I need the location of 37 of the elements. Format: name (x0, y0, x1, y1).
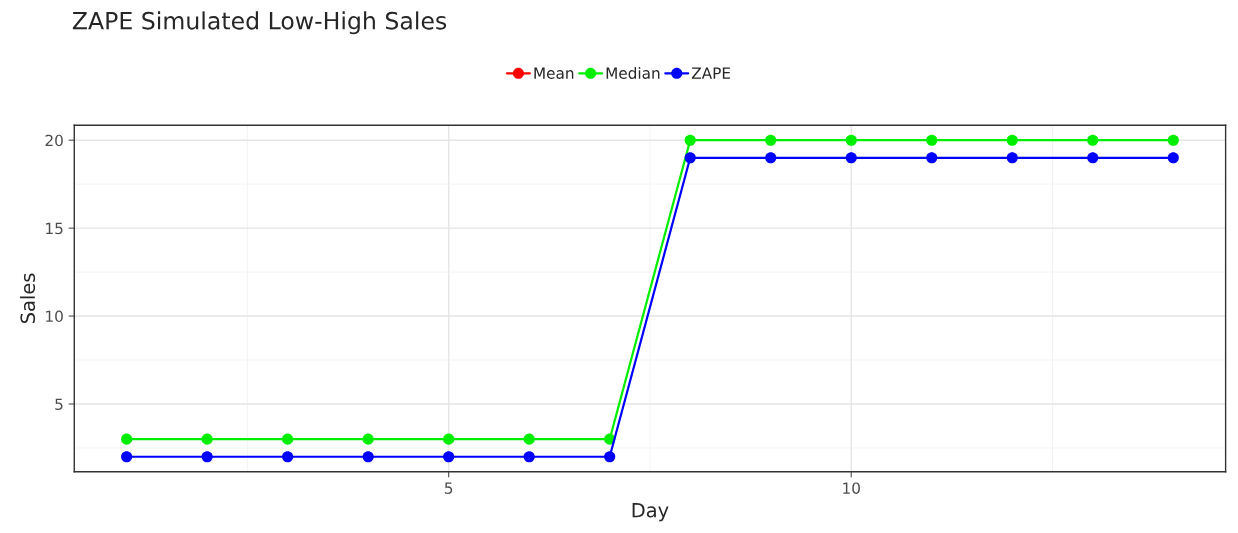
point (845, 152, 857, 164)
legend-label: ZAPE (691, 67, 731, 79)
point (362, 451, 374, 463)
point (1087, 134, 1099, 146)
point (684, 152, 696, 164)
point (523, 433, 535, 445)
y-tick-label: 5 (55, 398, 63, 411)
point (443, 451, 455, 463)
point (1006, 152, 1018, 164)
point (1167, 134, 1179, 146)
x-axis-title: Day (632, 503, 669, 522)
legend-label: Mean (534, 67, 574, 79)
point (765, 152, 777, 164)
point (926, 134, 938, 146)
point (523, 451, 535, 463)
point (926, 152, 938, 164)
point (282, 451, 294, 463)
point (362, 433, 374, 445)
point (443, 433, 455, 445)
point (845, 134, 857, 146)
point (201, 451, 213, 463)
y-axis-title: Sales (20, 273, 36, 324)
y-tick-label: 10 (46, 310, 63, 323)
y-tick-label: 15 (46, 222, 63, 235)
y-tick-label: 20 (45, 134, 63, 147)
legend-label: Median (606, 67, 660, 79)
point (684, 134, 696, 146)
point (604, 451, 616, 463)
point (1006, 134, 1018, 146)
point (1087, 152, 1099, 164)
point (765, 134, 777, 146)
point (121, 433, 133, 445)
point (282, 433, 294, 445)
chart-title: ZAPE Simulated Low-High Sales (72, 11, 447, 35)
point (121, 451, 133, 463)
point (201, 433, 213, 445)
point (1167, 152, 1179, 164)
